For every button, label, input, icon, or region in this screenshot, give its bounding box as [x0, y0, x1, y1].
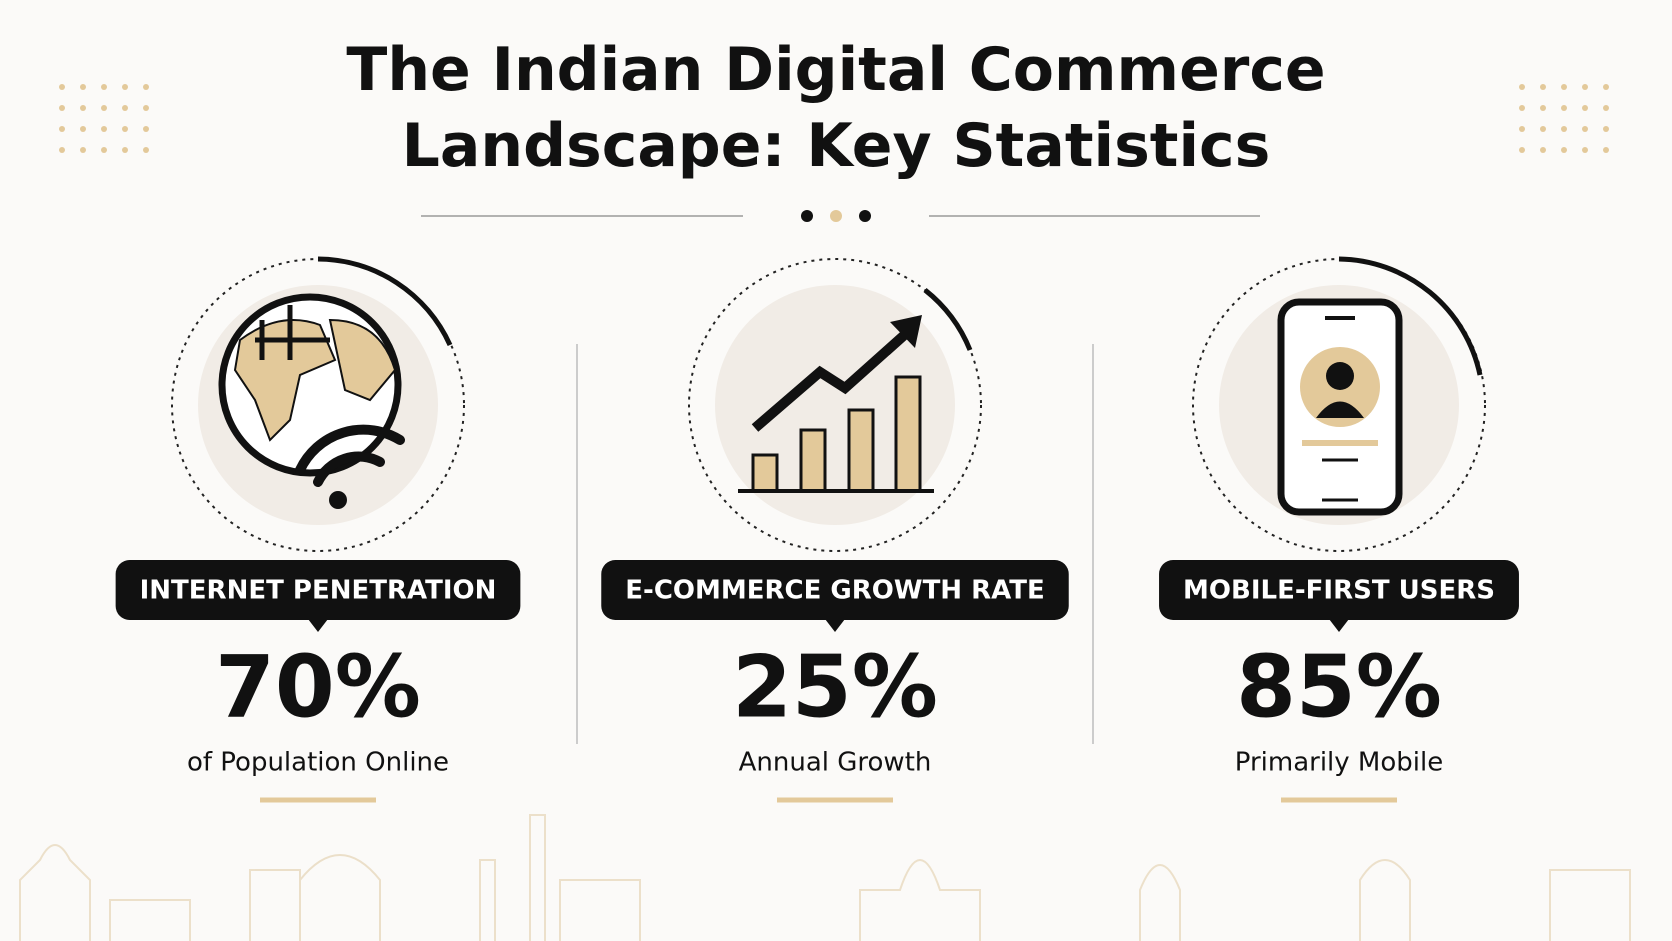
- dot: [1519, 84, 1525, 90]
- growth-icon: [688, 258, 982, 552]
- dot: [122, 84, 128, 90]
- dot: [1603, 147, 1609, 153]
- dot: [1561, 147, 1567, 153]
- skyline: [19, 814, 1631, 941]
- dot: [1540, 105, 1546, 111]
- dot: [101, 126, 107, 132]
- dot: [1582, 84, 1588, 90]
- dot: [1582, 105, 1588, 111]
- dot: [1582, 147, 1588, 153]
- dot: [59, 126, 65, 132]
- pill-bg: [601, 560, 1069, 620]
- stat-pill: E-COMMERCE GROWTH RATE: [601, 560, 1069, 632]
- stat-label: E-COMMERCE GROWTH RATE: [625, 576, 1044, 606]
- stat-caption: of Population Online: [187, 748, 449, 778]
- divider: [421, 210, 1260, 222]
- dot: [80, 147, 86, 153]
- stats: INTERNET PENETRATION 70% of Population Onl…: [115, 560, 1519, 803]
- dot: [1519, 105, 1525, 111]
- dot: [1561, 84, 1567, 90]
- stat-value: 70%: [215, 637, 421, 737]
- dot: [1603, 105, 1609, 111]
- title-line: The Indian Digital Commerce: [346, 35, 1325, 105]
- dot: [1603, 126, 1609, 132]
- dot: [143, 105, 149, 111]
- stat-value: 85%: [1236, 637, 1442, 737]
- dot: [1561, 126, 1567, 132]
- stat-caption: Annual Growth: [739, 748, 932, 778]
- stat-pill: INTERNET PENETRATION: [115, 560, 521, 632]
- stat-caption: Primarily Mobile: [1235, 748, 1443, 778]
- pill-bg: [115, 560, 521, 620]
- pill-pointer: [1329, 619, 1349, 632]
- dot: [101, 105, 107, 111]
- pill-pointer: [825, 619, 845, 632]
- phone-icon: [1192, 256, 1486, 552]
- dot: [101, 84, 107, 90]
- dot: [80, 105, 86, 111]
- dot: [59, 105, 65, 111]
- dot: [1582, 126, 1588, 132]
- stat-pill: MOBILE-FIRST USERS: [1159, 560, 1519, 632]
- decor-dots-left: [59, 84, 149, 153]
- dot: [80, 126, 86, 132]
- dot: [59, 147, 65, 153]
- stat-label: INTERNET PENETRATION: [140, 576, 497, 606]
- decor-dots-right: [1519, 84, 1609, 153]
- pill-pointer: [308, 619, 328, 632]
- dot: [143, 84, 149, 90]
- dot: [122, 126, 128, 132]
- dot: [143, 147, 149, 153]
- dot: [1540, 84, 1546, 90]
- dot: [143, 126, 149, 132]
- pill-bg: [1159, 560, 1519, 620]
- dot: [1519, 147, 1525, 153]
- dot: [101, 147, 107, 153]
- dot: [1561, 105, 1567, 111]
- title-line: Landscape: Key Statistics: [402, 111, 1271, 181]
- dot: [1540, 147, 1546, 153]
- dot: [59, 84, 65, 90]
- dot: [122, 105, 128, 111]
- stat-label: MOBILE-FIRST USERS: [1183, 576, 1495, 606]
- dot: [122, 147, 128, 153]
- dot: [1540, 126, 1546, 132]
- globe-icon: [171, 256, 465, 552]
- dot: [1519, 126, 1525, 132]
- dot: [80, 84, 86, 90]
- dot: [1603, 84, 1609, 90]
- stat-value: 25%: [732, 637, 938, 737]
